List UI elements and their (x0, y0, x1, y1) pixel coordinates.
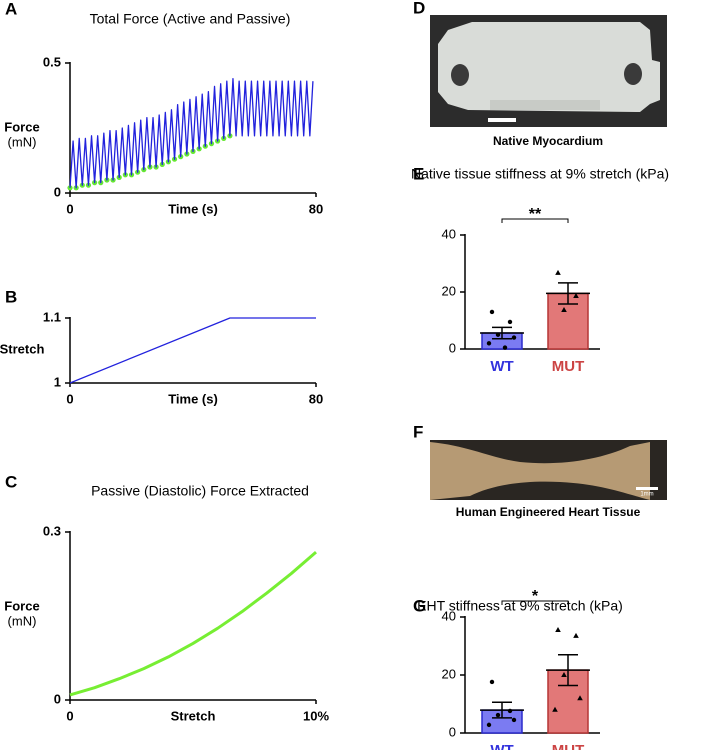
y-tick-label: 20 (442, 283, 456, 298)
y-axis-label: Force (4, 119, 39, 134)
error-bar (546, 282, 590, 305)
panel-letter: A (5, 0, 17, 18)
data-point (489, 679, 495, 685)
y-tick-label: 0 (54, 691, 61, 706)
data-line (69, 551, 317, 697)
panel-letter: D (413, 0, 425, 17)
data-point (495, 712, 501, 718)
x-tick-label: 0 (66, 391, 73, 406)
panel-letter: B (5, 287, 17, 306)
significance-bracket (501, 218, 569, 223)
x-axis-label: Stretch (171, 708, 216, 723)
data-point (573, 632, 579, 638)
data-point (555, 627, 561, 633)
x-tick-label: WT (490, 742, 513, 750)
data-line (69, 317, 316, 384)
y-tick-label: 40 (442, 226, 456, 241)
y-tick-label: 0 (449, 340, 456, 355)
data-point (507, 708, 513, 714)
eht-photo: 1mm (430, 440, 667, 500)
x-tick-label: 0 (66, 708, 73, 723)
data-point (561, 306, 567, 312)
image-caption: Human Engineered Heart Tissue (456, 505, 641, 519)
y-tick-label: 40 (442, 608, 456, 623)
y-axis-unit: (mN) (8, 613, 37, 628)
x-tick-label: 80 (309, 391, 323, 406)
data-point (561, 672, 567, 677)
x-tick-label: MUT (552, 358, 585, 375)
y-axis-label: Stretch (0, 341, 44, 356)
y-tick-label: 0.3 (43, 523, 61, 538)
significance-label: ** (529, 206, 542, 223)
data-point (511, 335, 517, 340)
data-point (511, 717, 517, 723)
x-tick-label: 80 (309, 201, 323, 216)
data-point (486, 341, 492, 346)
error-bar (546, 653, 590, 687)
y-tick-label: 0.5 (43, 54, 61, 69)
panel-letter: E (413, 164, 424, 183)
y-axis-label: Force (4, 598, 39, 613)
data-point (555, 269, 561, 275)
panel-letter: F (413, 422, 423, 441)
x-tick-label: WT (490, 358, 513, 375)
error-bar (480, 326, 524, 340)
significance-bracket (501, 600, 569, 605)
x-tick-label: 0 (66, 201, 73, 216)
data-point (507, 319, 513, 325)
data-point (489, 309, 495, 315)
x-tick-label: 10% (303, 708, 329, 723)
data-point (573, 292, 579, 298)
panel-letter: C (5, 472, 17, 491)
myocardium-photo (430, 15, 667, 127)
y-tick-label: 1 (54, 374, 61, 389)
data-point (577, 695, 583, 701)
y-tick-label: 0 (449, 724, 456, 739)
image-caption: Native Myocardium (493, 134, 603, 148)
y-tick-label: 1.1 (43, 309, 61, 324)
x-axis-label: Time (s) (168, 201, 218, 216)
x-tick-label: MUT (552, 742, 585, 750)
chart-title: Passive (Diastolic) Force Extracted (91, 483, 309, 499)
scale-label: 1mm (640, 492, 653, 498)
y-axis-unit: (mN) (8, 134, 37, 149)
x-axis-label: Time (s) (168, 391, 218, 406)
data-line (69, 77, 314, 189)
chart-title: Total Force (Active and Passive) (90, 11, 291, 27)
y-tick-label: 0 (54, 184, 61, 199)
data-point (486, 722, 492, 728)
data-point (502, 345, 508, 350)
chart-title: EHT stiffness at 9% stretch (kPa) (417, 598, 623, 614)
error-bar (480, 701, 524, 719)
chart-title: Native tissue stiffness at 9% stretch (k… (411, 166, 669, 182)
data-point (495, 332, 501, 337)
data-point (552, 706, 558, 712)
y-tick-label: 20 (442, 666, 456, 681)
significance-label: * (532, 588, 539, 605)
panel-letter: G (413, 596, 426, 615)
